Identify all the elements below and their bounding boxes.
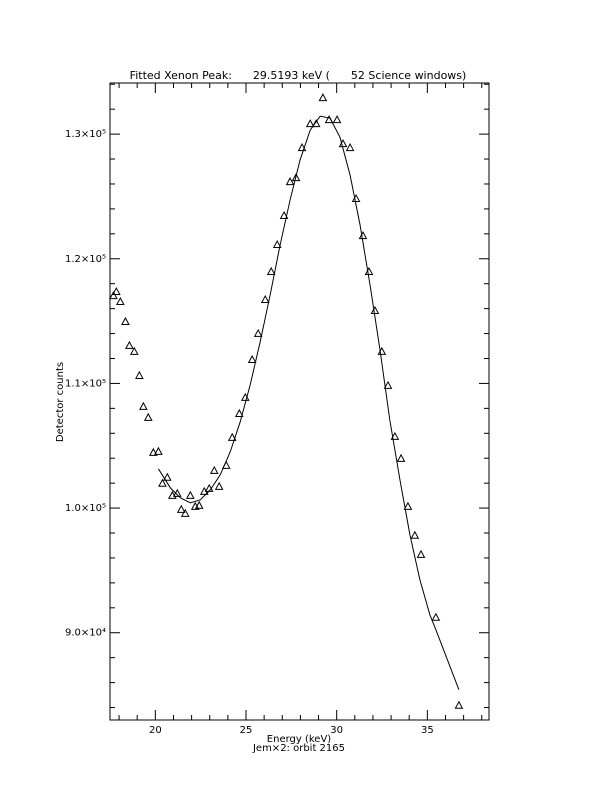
data-point	[279, 210, 289, 220]
y-tick-label: 1.1×10⁵	[65, 378, 106, 389]
fit-line	[157, 115, 460, 690]
data-point	[297, 143, 307, 152]
y-tick-label: 1.3×10⁵	[65, 129, 106, 140]
data-point	[121, 316, 130, 325]
data-point	[416, 549, 426, 558]
chart-subtitle: Jem×2: orbit 2165	[252, 743, 345, 754]
data-point	[285, 177, 295, 186]
data-point	[358, 231, 368, 240]
data-point	[454, 700, 464, 709]
data-point	[431, 612, 441, 621]
y-tick-label: 1.0×10⁵	[65, 503, 106, 514]
chart-title: Fitted Xenon Peak: 29.5193 keV ( 52 Scie…	[130, 69, 467, 82]
data-point	[291, 173, 301, 182]
data-point	[158, 478, 167, 487]
data-point	[318, 93, 328, 102]
data-point	[162, 472, 172, 481]
data-point	[209, 465, 219, 474]
data-point	[143, 412, 153, 421]
data-point	[115, 296, 125, 306]
data-point	[194, 500, 204, 509]
data-point	[410, 530, 420, 539]
x-tick-label: 25	[240, 725, 253, 736]
y-axis-label: Detector counts	[55, 362, 66, 442]
data-point	[390, 431, 400, 440]
data-point	[247, 354, 257, 363]
data-point	[149, 447, 158, 456]
data-point	[185, 490, 195, 499]
x-axis-label: Energy (keV)	[267, 734, 332, 745]
plot-frame	[109, 82, 490, 721]
data-point	[234, 408, 244, 417]
x-tick-label: 30	[330, 725, 343, 736]
data-point	[154, 446, 163, 455]
data-point	[332, 115, 342, 124]
data-point	[139, 401, 148, 410]
data-point	[272, 240, 282, 249]
data-point	[109, 291, 118, 300]
data-point	[370, 305, 380, 314]
y-tick-label: 1.2×10⁵	[65, 254, 106, 265]
x-tick-label: 35	[421, 725, 434, 736]
data-point	[305, 119, 315, 128]
data-point	[253, 328, 263, 337]
data-point	[396, 453, 406, 462]
data-point	[214, 481, 224, 490]
data-point	[125, 340, 134, 349]
data-point	[129, 346, 139, 355]
data-point	[112, 286, 121, 296]
data-point	[176, 504, 186, 513]
data-point	[364, 266, 374, 275]
data-point	[345, 143, 355, 152]
data-point	[135, 370, 144, 379]
data-point	[266, 266, 276, 275]
data-point	[227, 432, 237, 441]
x-tick-label: 20	[149, 725, 162, 736]
data-point	[403, 501, 413, 510]
y-tick-label: 9.0×10⁴	[65, 628, 106, 639]
data-point	[180, 508, 190, 517]
data-point	[260, 294, 270, 304]
data-point	[383, 380, 393, 389]
